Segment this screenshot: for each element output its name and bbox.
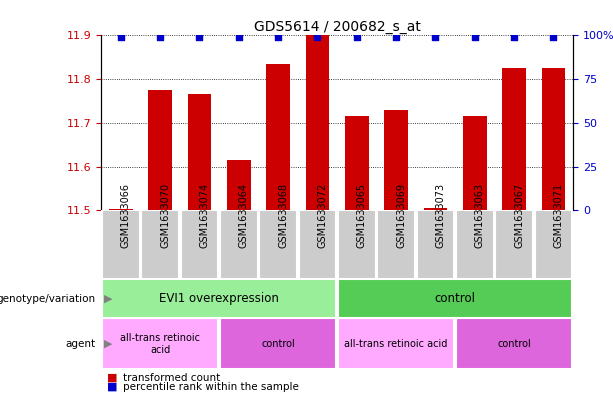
Bar — [456, 318, 573, 369]
Bar — [181, 210, 218, 279]
Text: control: control — [497, 339, 531, 349]
Text: GSM1633064: GSM1633064 — [239, 183, 249, 248]
Point — [273, 34, 283, 40]
Text: GSM1633068: GSM1633068 — [278, 183, 288, 248]
Point — [116, 34, 126, 40]
Bar — [338, 318, 454, 369]
Text: agent: agent — [65, 339, 95, 349]
Bar — [109, 209, 132, 210]
Bar — [424, 208, 447, 210]
Point — [509, 34, 519, 40]
Bar — [102, 318, 218, 369]
Text: GSM1633069: GSM1633069 — [396, 183, 406, 248]
Text: all-trans retinoic acid: all-trans retinoic acid — [345, 339, 448, 349]
Text: GSM1633071: GSM1633071 — [554, 183, 563, 248]
Text: percentile rank within the sample: percentile rank within the sample — [123, 382, 299, 392]
Point — [430, 34, 440, 40]
Bar — [495, 210, 533, 279]
Bar — [503, 68, 526, 210]
Point — [155, 34, 165, 40]
Bar — [267, 64, 290, 210]
Title: GDS5614 / 200682_s_at: GDS5614 / 200682_s_at — [254, 20, 421, 34]
Bar — [102, 210, 140, 279]
Text: GSM1633073: GSM1633073 — [435, 183, 446, 248]
Bar — [338, 279, 573, 318]
Text: ■: ■ — [107, 382, 118, 392]
Bar — [259, 210, 297, 279]
Point — [352, 34, 362, 40]
Text: all-trans retinoic
acid: all-trans retinoic acid — [120, 333, 200, 354]
Bar — [148, 90, 172, 210]
Point — [234, 34, 244, 40]
Bar — [227, 160, 251, 210]
Point — [313, 34, 322, 40]
Text: EVI1 overexpression: EVI1 overexpression — [159, 292, 279, 305]
Bar — [299, 210, 337, 279]
Bar — [345, 116, 368, 210]
Text: GSM1633063: GSM1633063 — [475, 183, 485, 248]
Bar — [535, 210, 573, 279]
Bar — [220, 318, 337, 369]
Bar — [338, 210, 376, 279]
Bar — [417, 210, 454, 279]
Bar — [384, 110, 408, 210]
Bar — [188, 94, 211, 210]
Text: transformed count: transformed count — [123, 373, 220, 383]
Point — [470, 34, 480, 40]
Text: GSM1633072: GSM1633072 — [318, 183, 327, 248]
Bar — [377, 210, 415, 279]
Text: genotype/variation: genotype/variation — [0, 294, 95, 304]
Bar — [306, 33, 329, 210]
Bar — [102, 279, 337, 318]
Point — [549, 34, 558, 40]
Text: control: control — [261, 339, 295, 349]
Text: ▶: ▶ — [104, 294, 113, 304]
Text: GSM1633067: GSM1633067 — [514, 183, 524, 248]
Bar — [463, 116, 487, 210]
Point — [391, 34, 401, 40]
Bar — [220, 210, 257, 279]
Text: GSM1633065: GSM1633065 — [357, 183, 367, 248]
Bar — [542, 68, 565, 210]
Text: ▶: ▶ — [104, 339, 113, 349]
Text: GSM1633066: GSM1633066 — [121, 183, 131, 248]
Point — [194, 34, 204, 40]
Bar — [456, 210, 493, 279]
Text: GSM1633074: GSM1633074 — [199, 183, 210, 248]
Bar — [141, 210, 179, 279]
Text: ■: ■ — [107, 373, 118, 383]
Text: GSM1633070: GSM1633070 — [160, 183, 170, 248]
Text: control: control — [435, 292, 476, 305]
